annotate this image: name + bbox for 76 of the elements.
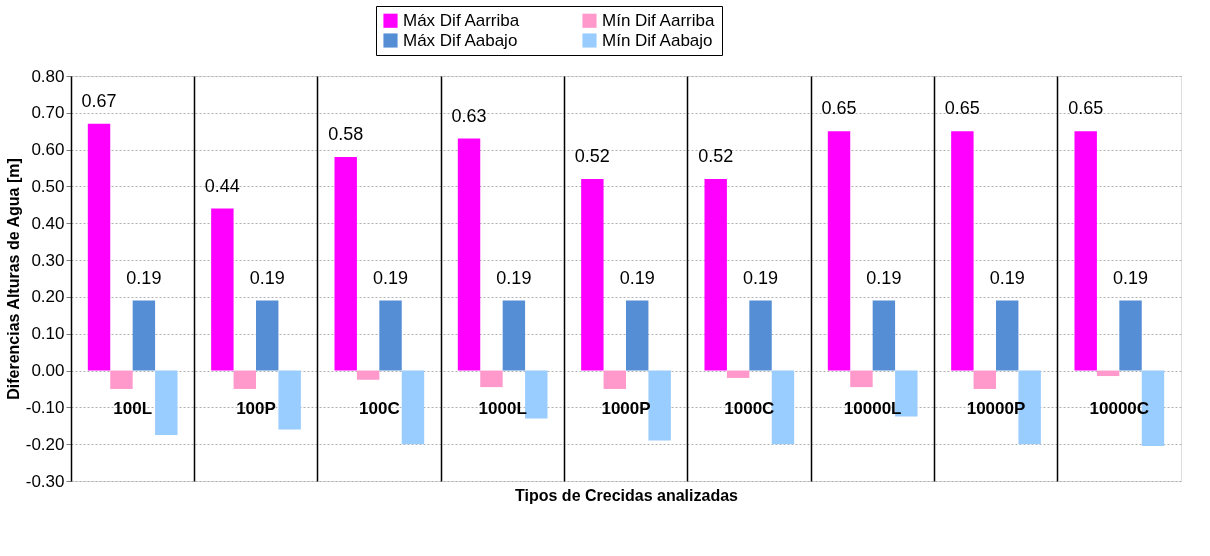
data-label: 0.19 (249, 267, 285, 288)
y-tick-label: 0.00 (31, 361, 65, 381)
bar (233, 370, 256, 389)
data-label: 0.65 (1068, 98, 1104, 119)
bar (1119, 300, 1142, 371)
x-axis-title: Tipos de Crecidas analizadas (515, 486, 739, 504)
y-tick-label: -0.20 (25, 434, 65, 454)
data-label: 0.19 (866, 267, 902, 288)
bar (334, 157, 357, 371)
bar (525, 370, 548, 419)
legend-label: Mín Dif Aabajo (602, 30, 713, 50)
data-label: 0.19 (496, 267, 532, 288)
bar (726, 370, 750, 378)
legend-label: Máx Dif Aarriba (403, 10, 520, 30)
bar (211, 208, 234, 371)
y-tick-label: 0.30 (31, 250, 65, 270)
bar (850, 370, 873, 388)
y-tick-label: 0.80 (31, 66, 65, 86)
bar (278, 370, 301, 430)
data-label: 0.19 (126, 267, 162, 288)
bar (457, 138, 481, 371)
data-label: 0.19 (1113, 267, 1149, 288)
bar (401, 370, 425, 445)
bar (502, 300, 526, 371)
data-label: 0.19 (619, 267, 655, 288)
bar (626, 300, 649, 371)
bar (379, 300, 402, 371)
data-label: 0.63 (451, 105, 487, 126)
bar (155, 370, 178, 435)
data-label: 0.67 (81, 90, 117, 111)
bar (872, 300, 896, 371)
bar (87, 123, 111, 371)
x-tick-label: 1000C (724, 399, 775, 419)
bar (951, 131, 974, 371)
bar (110, 370, 133, 389)
bar (704, 179, 727, 371)
x-tick-label: 1000L (478, 399, 527, 419)
legend-label: Mín Dif Aarriba (602, 10, 715, 30)
y-tick-label: -0.10 (25, 397, 65, 417)
bar (480, 370, 503, 388)
bar (256, 300, 279, 371)
x-tick-label: 100L (113, 399, 153, 419)
y-tick-label: 0.10 (31, 324, 65, 344)
x-tick-label: 10000P (966, 399, 1026, 419)
bar (1074, 131, 1097, 371)
x-tick-label: 100C (359, 399, 400, 419)
legend-label: Máx Dif Aabajo (403, 30, 518, 50)
x-tick-label: 100P (236, 399, 276, 419)
y-tick-label: 0.50 (31, 176, 65, 196)
bar (648, 370, 671, 441)
y-tick-label: 0.60 (31, 140, 65, 160)
x-tick-label: 10000L (843, 399, 902, 419)
data-label: 0.52 (574, 146, 610, 167)
x-tick-label: 10000C (1089, 399, 1150, 419)
y-tick-label: -0.30 (25, 471, 65, 491)
bar (356, 370, 380, 380)
data-label: 0.19 (743, 267, 779, 288)
bar (827, 131, 851, 371)
x-tick-label: 1000P (601, 399, 651, 419)
data-label: 0.58 (328, 124, 364, 144)
bar (581, 179, 604, 371)
data-label: 0.65 (944, 98, 980, 119)
bar (749, 300, 772, 371)
data-label: 0.65 (821, 98, 857, 119)
bar (132, 300, 156, 371)
y-tick-label: 0.40 (31, 213, 65, 233)
data-label: 0.19 (373, 267, 409, 288)
y-tick-label: 0.20 (31, 287, 65, 307)
bar (973, 370, 996, 389)
y-axis-title: Diferencias Alturas de Agua [m] (4, 158, 22, 400)
data-label: 0.52 (698, 146, 734, 167)
data-label: 0.44 (204, 175, 240, 196)
bar (603, 370, 626, 389)
data-label: 0.19 (989, 267, 1025, 288)
bar (996, 300, 1019, 371)
y-tick-label: 0.70 (31, 103, 65, 123)
